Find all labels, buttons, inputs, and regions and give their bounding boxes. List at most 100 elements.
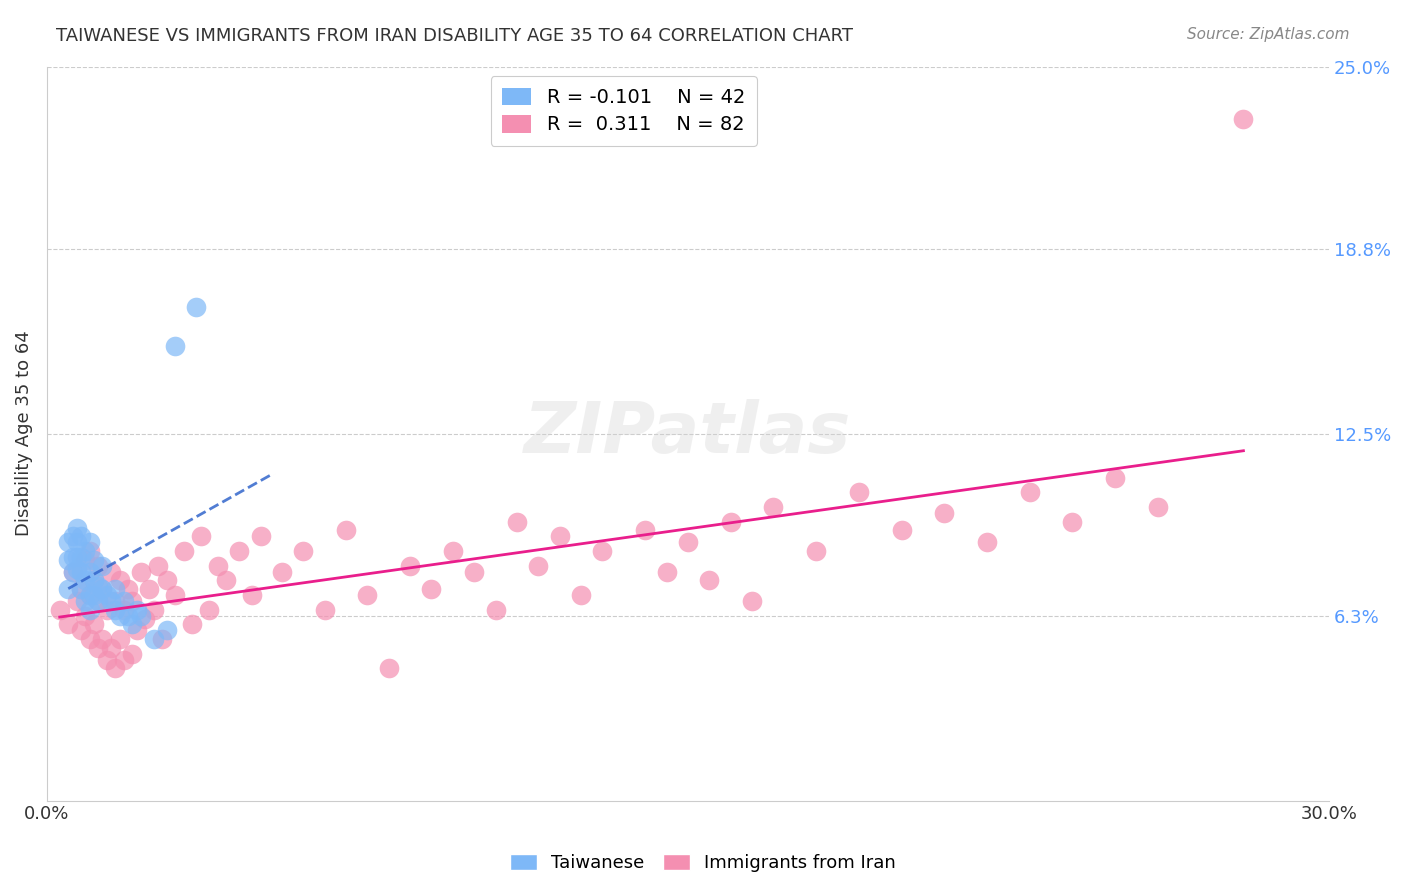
Point — [96, 653, 118, 667]
Point — [83, 574, 105, 588]
Point — [138, 582, 160, 597]
Point — [70, 582, 93, 597]
Point — [142, 603, 165, 617]
Point — [104, 661, 127, 675]
Point — [79, 588, 101, 602]
Point — [271, 565, 294, 579]
Text: ZIPatlas: ZIPatlas — [524, 399, 852, 468]
Point — [335, 524, 357, 538]
Point — [117, 608, 139, 623]
Point — [87, 594, 110, 608]
Point — [190, 529, 212, 543]
Point — [96, 603, 118, 617]
Point — [87, 594, 110, 608]
Point — [117, 582, 139, 597]
Point — [215, 574, 238, 588]
Point — [155, 624, 177, 638]
Point — [676, 535, 699, 549]
Point — [697, 574, 720, 588]
Point — [62, 565, 84, 579]
Point — [890, 524, 912, 538]
Point — [66, 594, 89, 608]
Point — [58, 535, 80, 549]
Point — [62, 549, 84, 564]
Point — [112, 653, 135, 667]
Point — [91, 582, 114, 597]
Point — [121, 594, 143, 608]
Point — [79, 535, 101, 549]
Point — [70, 624, 93, 638]
Point — [91, 582, 114, 597]
Point — [75, 594, 97, 608]
Point — [58, 617, 80, 632]
Point — [146, 558, 169, 573]
Point — [83, 574, 105, 588]
Point — [165, 588, 187, 602]
Point — [112, 594, 135, 608]
Point — [66, 535, 89, 549]
Point — [142, 632, 165, 647]
Point — [1018, 485, 1040, 500]
Point — [1232, 112, 1254, 127]
Point — [228, 544, 250, 558]
Legend: Taiwanese, Immigrants from Iran: Taiwanese, Immigrants from Iran — [499, 843, 907, 883]
Point — [79, 544, 101, 558]
Point — [155, 574, 177, 588]
Point — [75, 553, 97, 567]
Point — [591, 544, 613, 558]
Point — [96, 588, 118, 602]
Point — [976, 535, 998, 549]
Point — [75, 544, 97, 558]
Point — [741, 594, 763, 608]
Point — [129, 608, 152, 623]
Point — [91, 558, 114, 573]
Point — [66, 549, 89, 564]
Point — [1104, 470, 1126, 484]
Point — [314, 603, 336, 617]
Point — [108, 632, 131, 647]
Point — [91, 632, 114, 647]
Point — [66, 562, 89, 576]
Point — [100, 640, 122, 655]
Point — [292, 544, 315, 558]
Point — [79, 588, 101, 602]
Point — [75, 608, 97, 623]
Point — [186, 301, 208, 315]
Point — [150, 632, 173, 647]
Point — [83, 617, 105, 632]
Y-axis label: Disability Age 35 to 64: Disability Age 35 to 64 — [15, 331, 32, 536]
Point — [104, 603, 127, 617]
Point — [804, 544, 827, 558]
Point — [66, 520, 89, 534]
Point — [104, 594, 127, 608]
Text: TAIWANESE VS IMMIGRANTS FROM IRAN DISABILITY AGE 35 TO 64 CORRELATION CHART: TAIWANESE VS IMMIGRANTS FROM IRAN DISABI… — [56, 27, 853, 45]
Text: Source: ZipAtlas.com: Source: ZipAtlas.com — [1187, 27, 1350, 42]
Point — [484, 603, 506, 617]
Point — [173, 544, 195, 558]
Point — [70, 529, 93, 543]
Point — [79, 632, 101, 647]
Point — [62, 529, 84, 543]
Point — [112, 603, 135, 617]
Point — [181, 617, 204, 632]
Point — [399, 558, 422, 573]
Point — [108, 608, 131, 623]
Point — [121, 617, 143, 632]
Point — [548, 529, 571, 543]
Point — [634, 524, 657, 538]
Point — [70, 549, 93, 564]
Point — [506, 515, 529, 529]
Point — [356, 588, 378, 602]
Point — [240, 588, 263, 602]
Point — [79, 603, 101, 617]
Point — [125, 603, 148, 617]
Point — [108, 574, 131, 588]
Point — [655, 565, 678, 579]
Point — [100, 565, 122, 579]
Point — [58, 582, 80, 597]
Point — [121, 647, 143, 661]
Point — [134, 611, 156, 625]
Point — [70, 582, 93, 597]
Point — [527, 558, 550, 573]
Point — [569, 588, 592, 602]
